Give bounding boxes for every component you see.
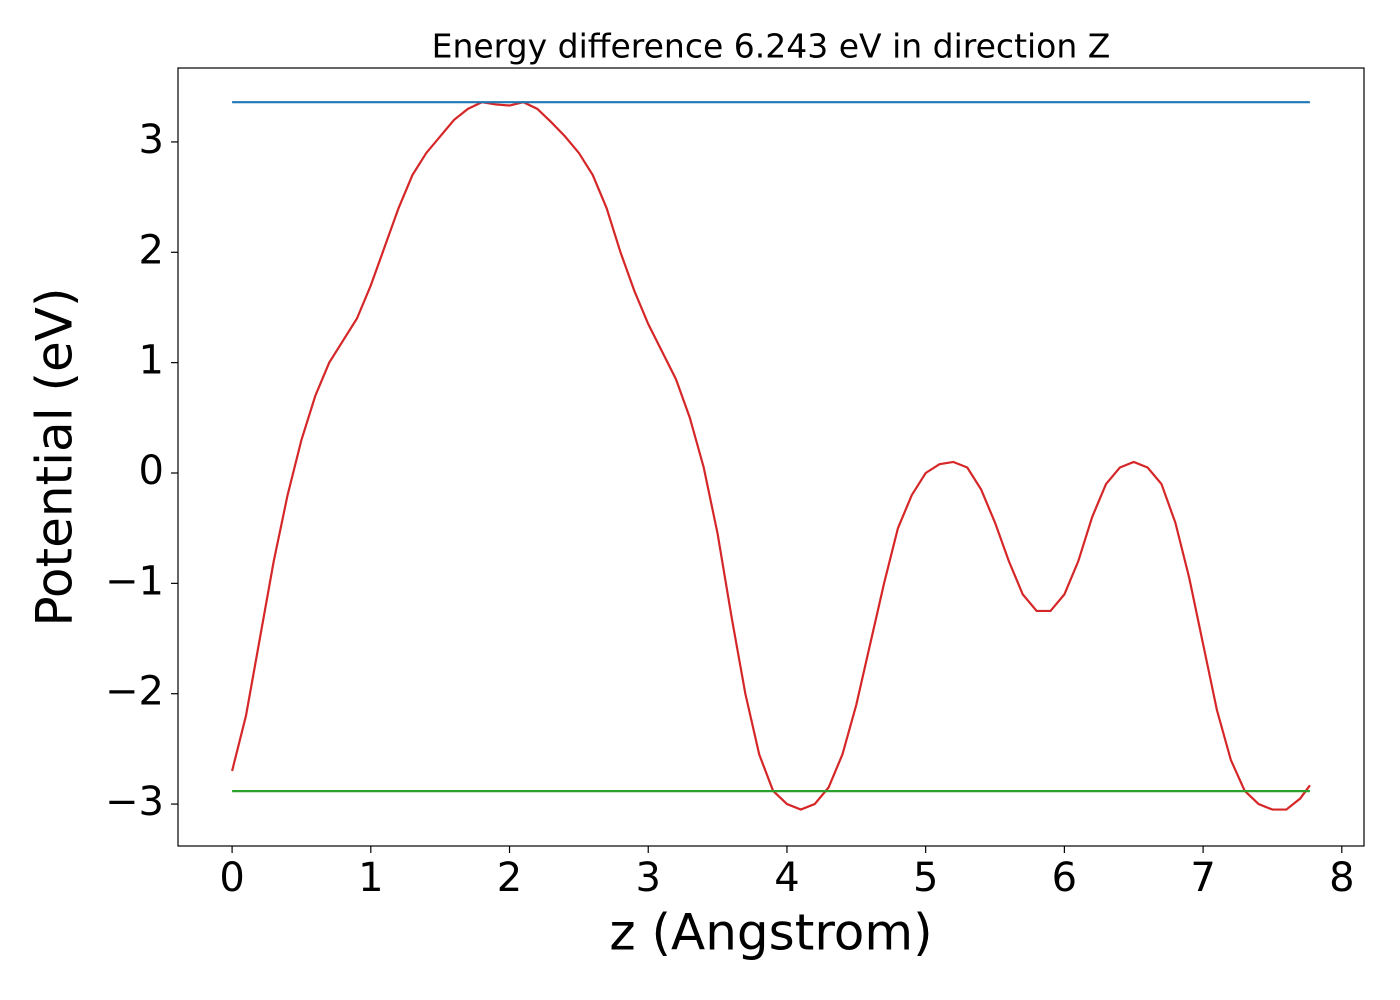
y-tick-label: −1 [105, 558, 164, 604]
x-tick-label: 3 [636, 855, 661, 901]
x-tick-label: 7 [1190, 855, 1215, 901]
x-axis-label: z (Angstrom) [609, 904, 932, 962]
y-tick-label: 3 [139, 117, 164, 163]
x-tick-label: 2 [497, 855, 522, 901]
y-tick-label: −3 [105, 779, 164, 825]
chart-title: Energy difference 6.243 eV in direction … [432, 27, 1111, 66]
y-tick-label: −2 [105, 669, 164, 715]
y-axis-label: Potential (eV) [26, 288, 84, 627]
plot-frame [177, 67, 1365, 847]
x-tick-label: 1 [358, 855, 383, 901]
line-series [231, 101, 1311, 811]
x-tick-label: 5 [913, 855, 938, 901]
x-tick-label: 0 [219, 855, 244, 901]
x-tick-label: 4 [774, 855, 799, 901]
x-tick-label: 6 [1052, 855, 1077, 901]
x-tick-label: 8 [1329, 855, 1354, 901]
y-tick-label: 0 [139, 448, 164, 494]
y-tick-label: 2 [139, 227, 164, 273]
y-tick-label: 1 [139, 338, 164, 384]
